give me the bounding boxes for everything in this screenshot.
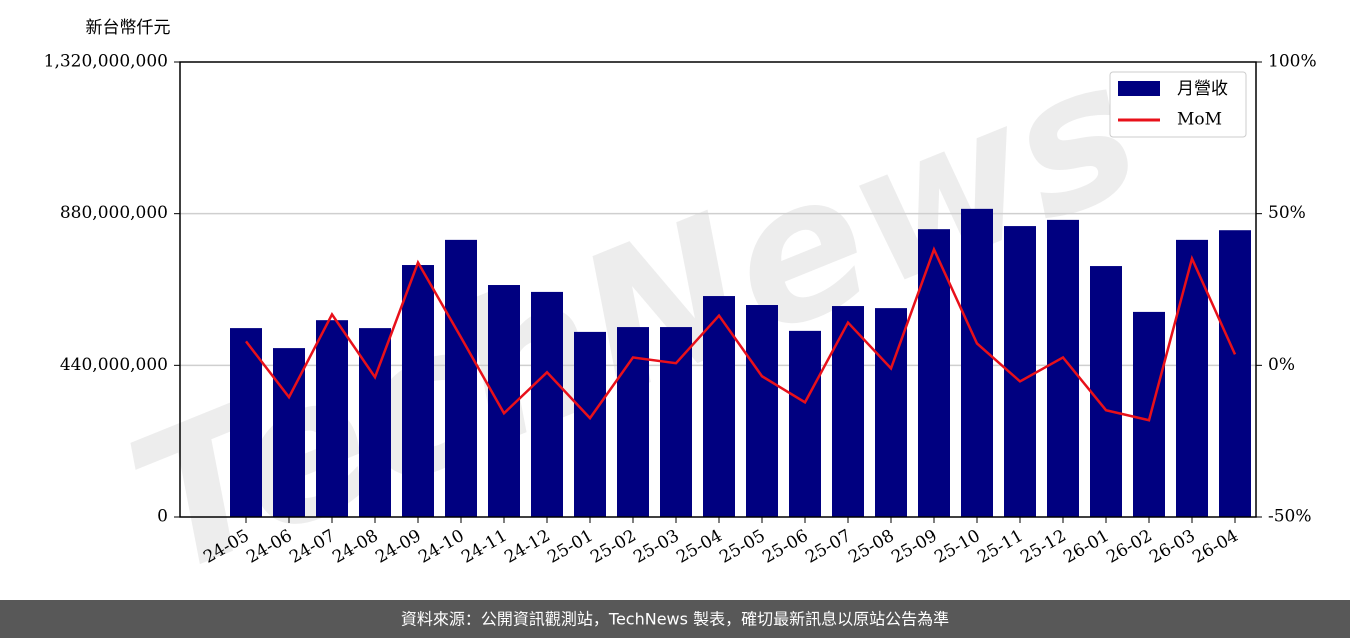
y-tick-label: 0 [157,507,168,527]
bar [574,331,606,517]
bar [1047,219,1079,517]
bar [445,239,477,517]
x-tick-label: 24-12 [501,526,553,568]
x-tick-label: 25-06 [759,526,811,568]
y2-tick-label: 100% [1268,52,1317,72]
x-tick-label: 25-08 [845,526,897,568]
x-tick-label: 25-07 [802,526,854,568]
bar [832,306,864,517]
bar [789,330,821,517]
legend-swatch [1118,81,1160,96]
x-tick-label: 25-10 [931,526,983,568]
x-tick-label: 26-02 [1103,526,1155,568]
bar [488,285,520,517]
x-tick-label: 26-04 [1189,526,1241,568]
y-axis-label: 新台幣仟元 [86,18,171,38]
y-tick-label: 880,000,000 [60,203,168,223]
legend-label: 月營收 [1177,79,1228,99]
plot-frame [179,61,1257,518]
bar [402,265,434,517]
bar [359,328,391,517]
footer-bar [0,600,1350,638]
x-tick-label: 25-04 [673,526,725,568]
x-tick-label: 25-02 [587,526,639,568]
y2-tick-label: -50% [1268,507,1312,527]
x-tick-label: 25-03 [630,526,682,568]
legend-label: MoM [1177,110,1222,130]
bar [531,291,563,517]
bar [703,296,735,517]
x-tick-label: 24-11 [458,526,510,568]
bar [1090,266,1122,517]
y2-tick-label: 0% [1268,355,1295,375]
y-tick-label: 1,320,000,000 [44,52,168,72]
footer-text: 資料來源：公開資訊觀測站，TechNews 製表，確切最新訊息以原站公告為準 [401,610,949,629]
x-tick-label: 25-09 [888,526,940,568]
x-tick-label: 25-05 [716,526,768,568]
bar [746,305,778,517]
bar [660,327,692,517]
x-tick-label: 25-01 [544,526,596,568]
x-tick-label: 25-11 [974,526,1026,568]
bar [230,328,262,517]
bar [617,327,649,517]
y-tick-label: 440,000,000 [60,355,168,375]
bar [1219,230,1251,517]
x-tick-label: 26-01 [1060,526,1112,568]
x-tick-label: 24-10 [415,526,467,568]
line [245,246,1237,422]
bar [961,208,993,517]
x-tick-label: 25-12 [1017,526,1069,568]
bar [1133,311,1165,517]
y2-tick-label: 50% [1268,203,1306,223]
x-tick-label: 26-03 [1146,526,1198,568]
bar [875,308,907,517]
bar [1176,239,1208,517]
bar [316,320,348,517]
